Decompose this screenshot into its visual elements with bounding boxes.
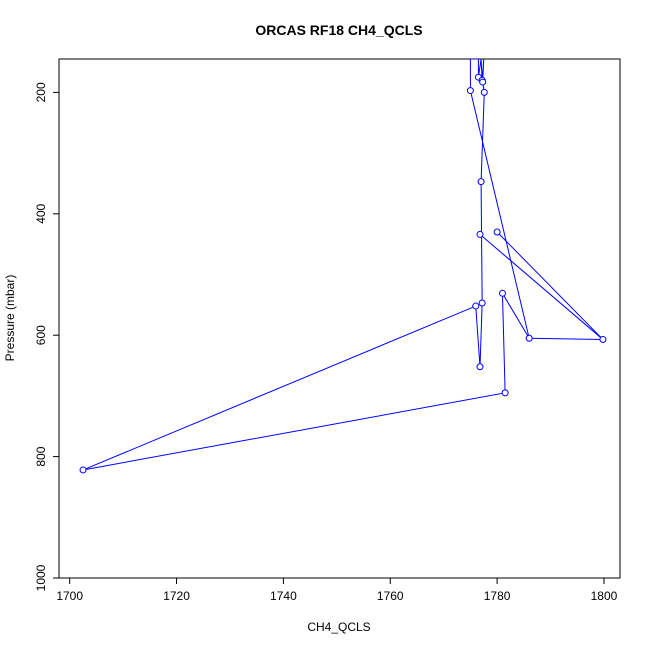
x-tick-label: 1740	[270, 589, 297, 603]
data-point	[478, 299, 486, 307]
series-segment	[479, 234, 604, 340]
data-point	[476, 230, 484, 238]
y-tick-label: 200	[34, 82, 48, 102]
plot-frame	[58, 58, 621, 579]
y-tick-label: 1000	[34, 564, 48, 591]
data-point	[480, 88, 488, 96]
data-point	[79, 466, 87, 474]
y-axis: 200 400 600 800 1000	[34, 82, 59, 591]
x-tick-label: 1780	[484, 589, 511, 603]
series-path	[82, 59, 530, 471]
data-point	[472, 302, 480, 310]
y-tick-label: 800	[34, 446, 48, 466]
data-point	[498, 289, 506, 297]
data-point	[493, 228, 501, 236]
data-point	[466, 87, 474, 95]
x-tick-label: 1720	[163, 589, 190, 603]
x-tick-label: 1760	[377, 589, 404, 603]
x-axis-label: CH4_QCLS	[307, 620, 370, 634]
chart-title: ORCAS RF18 CH4_QCLS	[255, 22, 422, 38]
data-point	[525, 334, 533, 342]
y-tick-label: 600	[34, 325, 48, 345]
series-segment	[496, 231, 604, 340]
x-axis: 1700 1720 1740 1760 1780 1800	[56, 578, 618, 603]
data-point	[599, 335, 607, 343]
series-line	[79, 59, 607, 474]
data-point	[479, 78, 487, 86]
y-axis-label: Pressure (mbar)	[3, 275, 17, 362]
data-point	[501, 389, 509, 397]
x-tick-label: 1700	[56, 589, 83, 603]
data-point	[477, 178, 485, 186]
series-segment	[529, 337, 603, 340]
data-point	[476, 363, 484, 371]
y-tick-label: 400	[34, 203, 48, 223]
x-tick-label: 1800	[591, 589, 618, 603]
